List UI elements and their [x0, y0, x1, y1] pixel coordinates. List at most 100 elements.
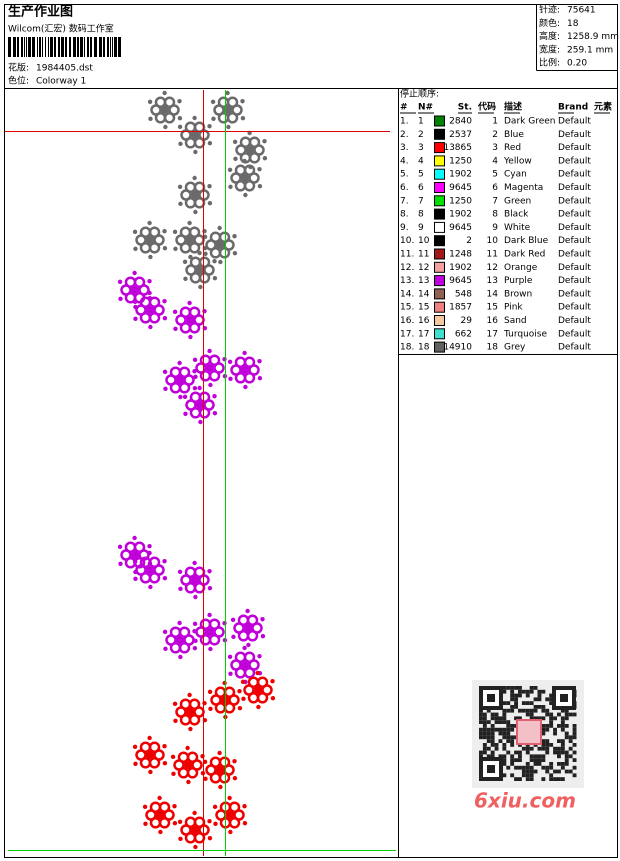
barcode-bar	[21, 37, 23, 57]
qr-cell	[502, 762, 507, 766]
barcode-bar	[112, 37, 113, 57]
info-value: 259.1 mm	[567, 45, 613, 55]
flower-dot	[207, 689, 213, 695]
row-description: Pink	[504, 303, 523, 313]
qr-cell	[486, 754, 491, 759]
qr-cell	[572, 727, 577, 732]
qr-cell	[510, 739, 515, 743]
flower-center	[206, 628, 214, 636]
qr-cell	[541, 708, 546, 713]
qr-cell	[510, 705, 515, 709]
qr-cell	[502, 727, 507, 732]
qr-cell	[572, 712, 577, 717]
qr-cell	[572, 765, 577, 770]
colorway-label: 色位:	[8, 75, 29, 87]
flower-dot	[225, 90, 230, 96]
row-brand: Default	[558, 316, 591, 326]
flower-dot	[218, 784, 223, 790]
flower-dot	[148, 769, 153, 775]
qr-cell	[486, 731, 491, 736]
qr-cell	[506, 750, 511, 755]
flower-dot	[148, 254, 153, 260]
row-code: 6	[492, 183, 498, 193]
flower-dot	[173, 246, 178, 252]
flower-dot	[172, 309, 178, 315]
row-n: 15	[418, 303, 429, 313]
row-n: 14	[418, 289, 430, 299]
qr-cell	[557, 746, 561, 751]
flower-dot	[212, 410, 218, 416]
qr-cell	[479, 712, 483, 717]
design-preview	[117, 90, 276, 850]
studio: Wilcom(汇宏) 数码工作室	[8, 23, 114, 35]
qr-cell	[494, 727, 499, 732]
flower-dot	[148, 116, 153, 122]
flower-dot	[242, 350, 247, 356]
barcode-bar	[94, 37, 97, 57]
row-brand: Default	[558, 263, 591, 273]
flower-dot	[117, 279, 123, 285]
flower-dot	[232, 233, 237, 239]
row-code: 2	[492, 130, 498, 140]
flower-dot	[192, 628, 197, 634]
flower-petal	[198, 256, 211, 268]
row-description: Sand	[504, 316, 527, 326]
flower-dot	[162, 558, 167, 564]
row-brand: Default	[558, 143, 591, 153]
flower-center	[131, 286, 139, 294]
flower-dot	[270, 678, 275, 684]
flower-center	[156, 811, 164, 819]
flower-dot	[257, 375, 263, 381]
flower-dot	[163, 124, 168, 130]
flower-dot	[162, 298, 167, 304]
flower-dot	[232, 758, 237, 764]
flower-center	[146, 306, 154, 314]
qr-cell	[564, 750, 569, 755]
flower-dot	[132, 535, 137, 541]
qr-cell	[498, 754, 503, 759]
qr-cell	[510, 754, 515, 759]
design-file: 1984405.dst	[36, 64, 93, 74]
qr-cell	[525, 746, 530, 751]
qr-cell	[557, 750, 561, 755]
qr-cell	[502, 746, 507, 751]
flower-center	[191, 576, 199, 584]
qr-cell	[525, 708, 530, 713]
barcode-bar	[42, 37, 43, 57]
flower-dot	[148, 324, 153, 330]
design-label: 花版:	[8, 62, 29, 74]
flower-dot	[207, 348, 212, 354]
flower-dot	[270, 695, 276, 701]
qr-cell	[479, 727, 483, 732]
flower-dot	[133, 576, 138, 582]
qr-cell	[549, 762, 554, 766]
flower-dot	[202, 308, 207, 314]
qr-cell	[545, 712, 550, 717]
qr-cell	[518, 754, 522, 759]
qr-cell	[482, 724, 487, 728]
qr-cell	[560, 746, 565, 751]
watermark: 6xiu.com	[474, 789, 576, 813]
qr-cell	[541, 739, 546, 743]
color-swatch	[434, 275, 445, 287]
qr-cell	[506, 701, 511, 705]
flower-dot	[207, 835, 213, 841]
barcode-bar	[58, 37, 60, 57]
column-header: N#	[418, 103, 433, 113]
qr-cell	[560, 716, 565, 721]
qr-cell	[545, 769, 550, 774]
qr-cell	[521, 769, 526, 774]
flower-dot	[202, 228, 207, 234]
qr-finder	[552, 686, 576, 710]
row-code: 4	[492, 156, 498, 166]
flower-dot	[162, 90, 167, 96]
qr-cell	[525, 762, 530, 766]
flower-dot	[147, 220, 152, 226]
flower-dot	[157, 795, 162, 801]
qr-cell	[564, 754, 569, 759]
flower-dot	[242, 803, 247, 809]
qr-cell	[482, 720, 487, 724]
color-swatch	[434, 168, 445, 180]
qr-cell	[545, 697, 550, 702]
